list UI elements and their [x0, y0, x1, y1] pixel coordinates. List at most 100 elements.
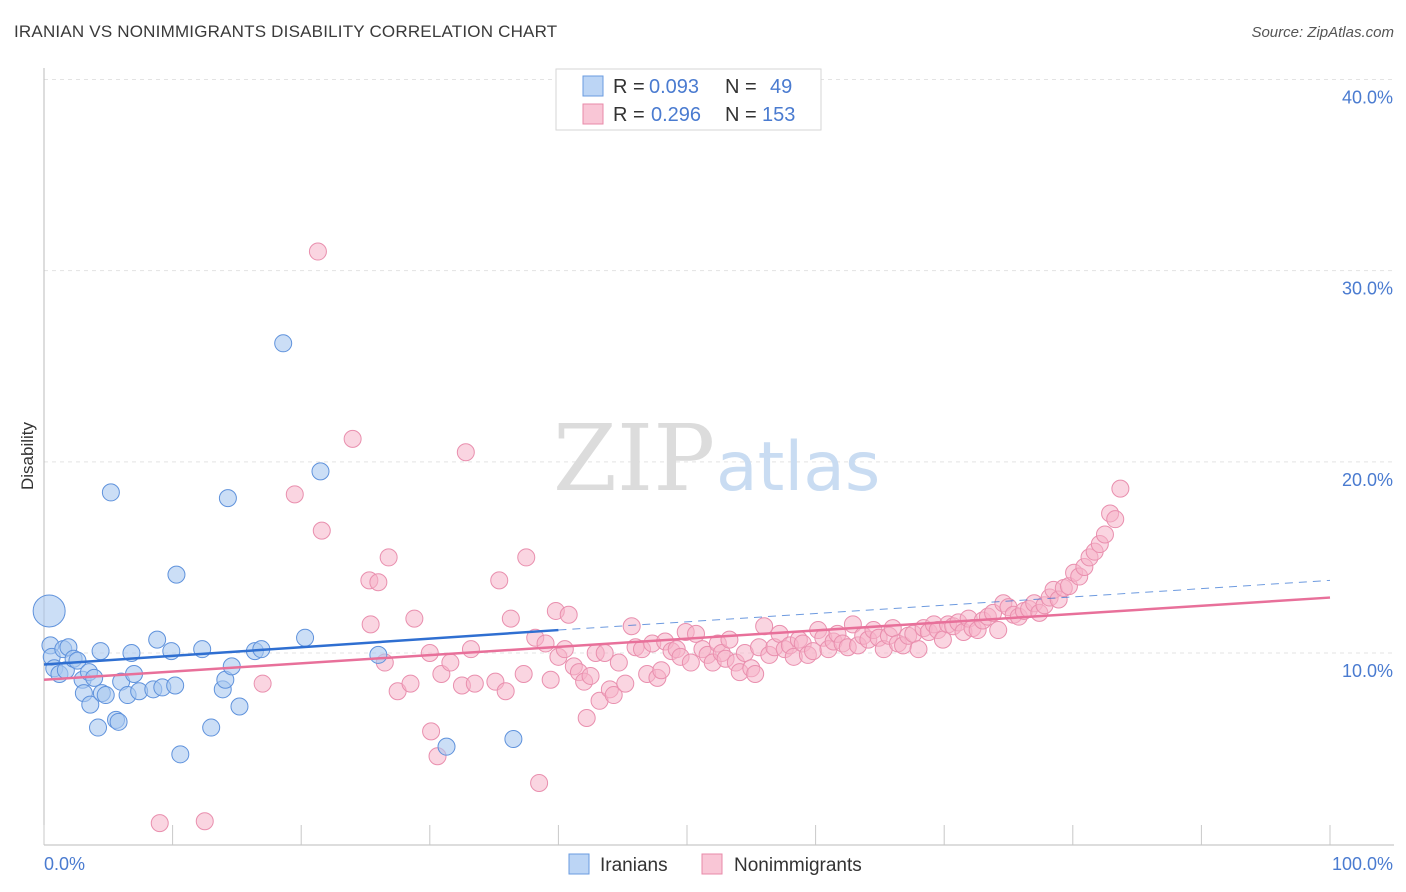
nonimmigrants-point	[461, 640, 480, 659]
legend-r-value-1: 0.093	[649, 76, 699, 98]
nonimmigrants-point	[909, 640, 928, 659]
nonimmigrants-point	[559, 605, 578, 624]
legend-swatch-iranians	[582, 75, 604, 97]
y-tick-labels: 10.0% 20.0% 30.0% 40.0%	[1342, 88, 1393, 682]
nonimmigrants-point	[253, 674, 272, 693]
watermark-atlas: atlas	[716, 428, 880, 507]
iranians-trend-extension	[558, 579, 1331, 631]
nonimmigrants-point	[541, 670, 560, 689]
nonimmigrants-point	[1111, 479, 1130, 498]
nonimmigrants-point	[401, 674, 420, 693]
x-tick-label-min: 0.0%	[44, 854, 85, 874]
iranians-point	[96, 686, 115, 705]
chart-title: IRANIAN VS NONIMMIGRANTS DISABILITY CORR…	[14, 22, 558, 41]
iranians-point	[32, 594, 66, 628]
y-axis-label: Disability	[18, 421, 37, 490]
y-tick-label: 30.0%	[1342, 279, 1393, 299]
axes	[43, 68, 1394, 846]
nonimmigrants-point	[422, 722, 441, 741]
nonimmigrants-point	[456, 443, 475, 462]
iranians-points	[32, 334, 523, 764]
legend-n-value-2: 153	[762, 104, 795, 126]
watermark-zip: ZIP	[553, 405, 715, 512]
nonimmigrants-point	[308, 242, 327, 261]
trend-lines	[43, 579, 1331, 682]
iranians-point	[171, 745, 190, 764]
nonimmigrants-point	[536, 634, 555, 653]
nonimmigrants-point	[312, 521, 331, 540]
legend-r-value-2: 0.296	[651, 104, 701, 126]
iranians-point	[91, 642, 110, 661]
nonimmigrants-point	[490, 571, 509, 590]
zipatlas-watermark: ZIP atlas	[553, 405, 880, 512]
iranians-point	[369, 645, 388, 664]
nonimmigrants-point	[343, 429, 362, 448]
nonimmigrants-point	[369, 573, 388, 592]
bottom-legend-iranians: Iranians	[600, 855, 668, 876]
legend-r-label-1: R =	[613, 76, 645, 98]
nonimmigrants-point	[883, 619, 902, 638]
correlation-legend: R = 0.093 N = 49 R = 0.296 N = 153	[555, 68, 822, 131]
nonimmigrants-point	[581, 666, 600, 685]
iranians-point	[296, 628, 315, 647]
chart-source: Source: ZipAtlas.com	[1251, 24, 1394, 41]
iranians-point	[202, 718, 221, 737]
iranians-point	[167, 565, 186, 584]
nonimmigrants-point	[441, 653, 460, 672]
legend-n-label-1: N =	[725, 76, 757, 98]
nonimmigrants-point	[577, 708, 596, 727]
nonimmigrants-point	[379, 548, 398, 567]
iranians-point	[148, 630, 167, 649]
iranians-point	[101, 483, 120, 502]
nonimmigrants-point	[1106, 510, 1125, 529]
y-tick-label: 10.0%	[1342, 661, 1393, 681]
nonimmigrants-trend-line	[43, 596, 1331, 682]
nonimmigrants-point	[517, 548, 536, 567]
nonimmigrants-point	[501, 609, 520, 628]
iranians-trend-line	[43, 628, 559, 666]
nonimmigrants-point	[1095, 525, 1114, 544]
nonimmigrants-point	[687, 624, 706, 643]
nonimmigrants-point	[622, 617, 641, 636]
iranians-point	[218, 489, 237, 508]
nonimmigrants-point	[652, 661, 671, 680]
nonimmigrants-point	[361, 615, 380, 634]
nonimmigrants-point	[496, 682, 515, 701]
iranians-point	[166, 676, 185, 695]
nonimmigrants-point	[681, 653, 700, 672]
gridlines	[44, 79, 1394, 654]
y-tick-label: 40.0%	[1342, 88, 1393, 108]
nonimmigrants-point	[604, 686, 623, 705]
nonimmigrants-point	[405, 609, 424, 628]
iranians-point	[230, 697, 249, 716]
nonimmigrants-point	[285, 485, 304, 504]
nonimmigrants-point	[609, 653, 628, 672]
nonimmigrants-point	[555, 640, 574, 659]
iranians-point	[81, 695, 100, 714]
nonimmigrants-point	[420, 644, 439, 662]
iranians-point	[89, 718, 108, 737]
bottom-legend-swatch-nonimmigrants	[701, 853, 723, 875]
series-legend: Iranians Nonimmigrants	[568, 853, 862, 876]
legend-n-label-2: N =	[725, 104, 757, 126]
nonimmigrants-points	[150, 242, 1130, 833]
iranians-point	[311, 462, 330, 481]
nonimmigrants-point	[720, 630, 739, 649]
x-tick-labels: 0.0% 100.0%	[44, 854, 1393, 874]
iranians-point	[274, 334, 293, 353]
nonimmigrants-point	[150, 814, 169, 833]
legend-r-label-2: R =	[613, 104, 645, 126]
x-tick-marks	[43, 825, 1331, 845]
nonimmigrants-point	[989, 621, 1008, 640]
legend-n-value-1: 49	[770, 76, 792, 98]
iranians-point	[437, 737, 456, 756]
legend-swatch-nonimmigrants	[582, 103, 604, 125]
x-tick-label-max: 100.0%	[1332, 854, 1393, 874]
bottom-legend-nonimmigrants: Nonimmigrants	[734, 855, 862, 876]
iranians-point	[109, 712, 128, 731]
nonimmigrants-point	[746, 665, 765, 684]
nonimmigrants-point	[530, 773, 549, 792]
nonimmigrants-point	[514, 665, 533, 684]
nonimmigrants-point	[616, 674, 635, 693]
